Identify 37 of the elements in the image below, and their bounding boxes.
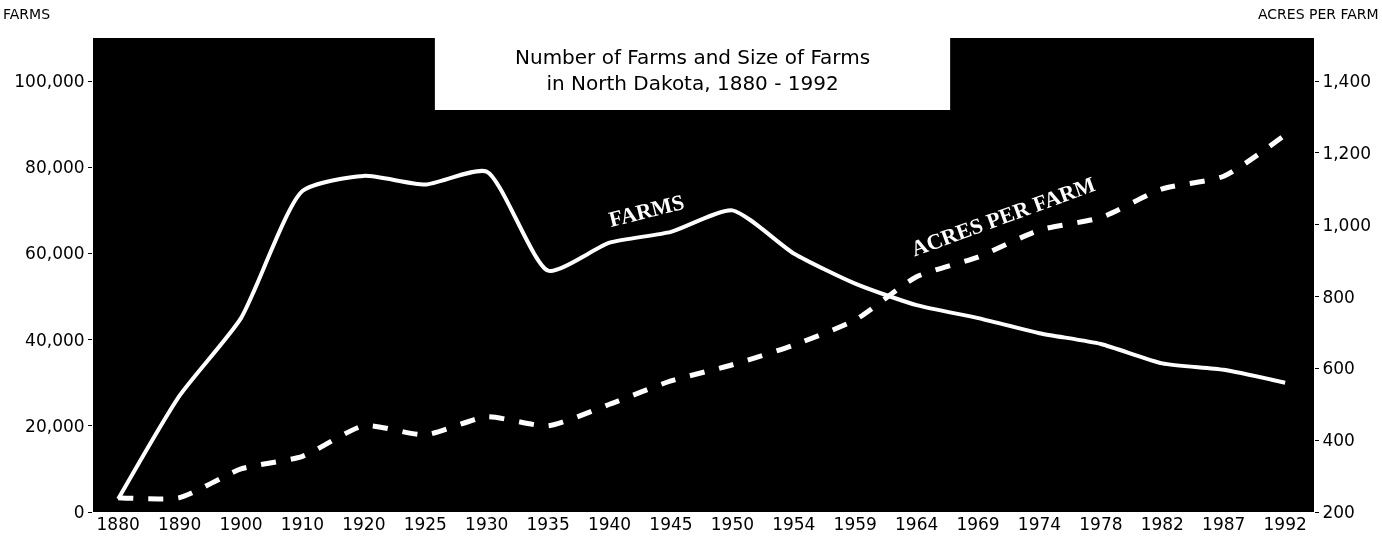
x-tick-label: 1992 <box>1263 514 1307 534</box>
x-tick-label: 1982 <box>1140 514 1184 534</box>
x-tick-label: 1890 <box>157 514 202 534</box>
x-tick-label: 1880 <box>96 514 140 534</box>
text: Number of Farms and Size of Farms in North Dakota, 1880 - 1992 <box>515 45 871 95</box>
x-tick-label: 1920 <box>342 514 386 534</box>
y-tick-label: 20,000 <box>25 415 85 436</box>
y2-tick-label: 1,200 <box>1322 142 1372 163</box>
y2-axis-title: ACRES PER FARM <box>1258 6 1379 22</box>
x-tick-label: 1978 <box>1079 514 1123 534</box>
x-tick-label: 1900 <box>219 514 263 534</box>
x-tick-label: 1930 <box>465 514 509 534</box>
x-tick-label: 1940 <box>587 514 632 534</box>
y-tick-label: 100,000 <box>14 71 85 92</box>
text: FARMS <box>606 189 687 232</box>
x-tick-label: 1974 <box>1017 514 1062 534</box>
x-tick-label: 1950 <box>710 514 754 534</box>
y2-tick-label: 200 <box>1322 501 1355 522</box>
y2-tick-label: 1,400 <box>1322 71 1372 92</box>
x-tick-label: 1910 <box>280 514 325 534</box>
y-tick-label: 80,000 <box>25 157 85 178</box>
y2-tick-label: 400 <box>1322 430 1355 451</box>
y-tick-label: 0 <box>73 501 85 522</box>
x-tick-label: 1964 <box>894 514 939 534</box>
x-tick-label: 1954 <box>772 514 816 534</box>
x-tick-label: 1925 <box>403 514 447 534</box>
y-axis-title: FARMS <box>3 6 51 22</box>
x-tick-label: 1945 <box>649 514 693 534</box>
y-tick-label: 60,000 <box>25 243 85 264</box>
x-tick-label: 1959 <box>833 514 877 534</box>
y-tick-label: 40,000 <box>25 329 85 350</box>
x-tick-label: 1987 <box>1202 514 1246 534</box>
y2-tick-label: 600 <box>1322 358 1355 379</box>
x-tick-label: 1935 <box>526 514 570 534</box>
y2-tick-label: 800 <box>1322 286 1355 307</box>
y2-tick-label: 1,000 <box>1322 214 1372 235</box>
x-tick-label: 1969 <box>956 514 1000 534</box>
